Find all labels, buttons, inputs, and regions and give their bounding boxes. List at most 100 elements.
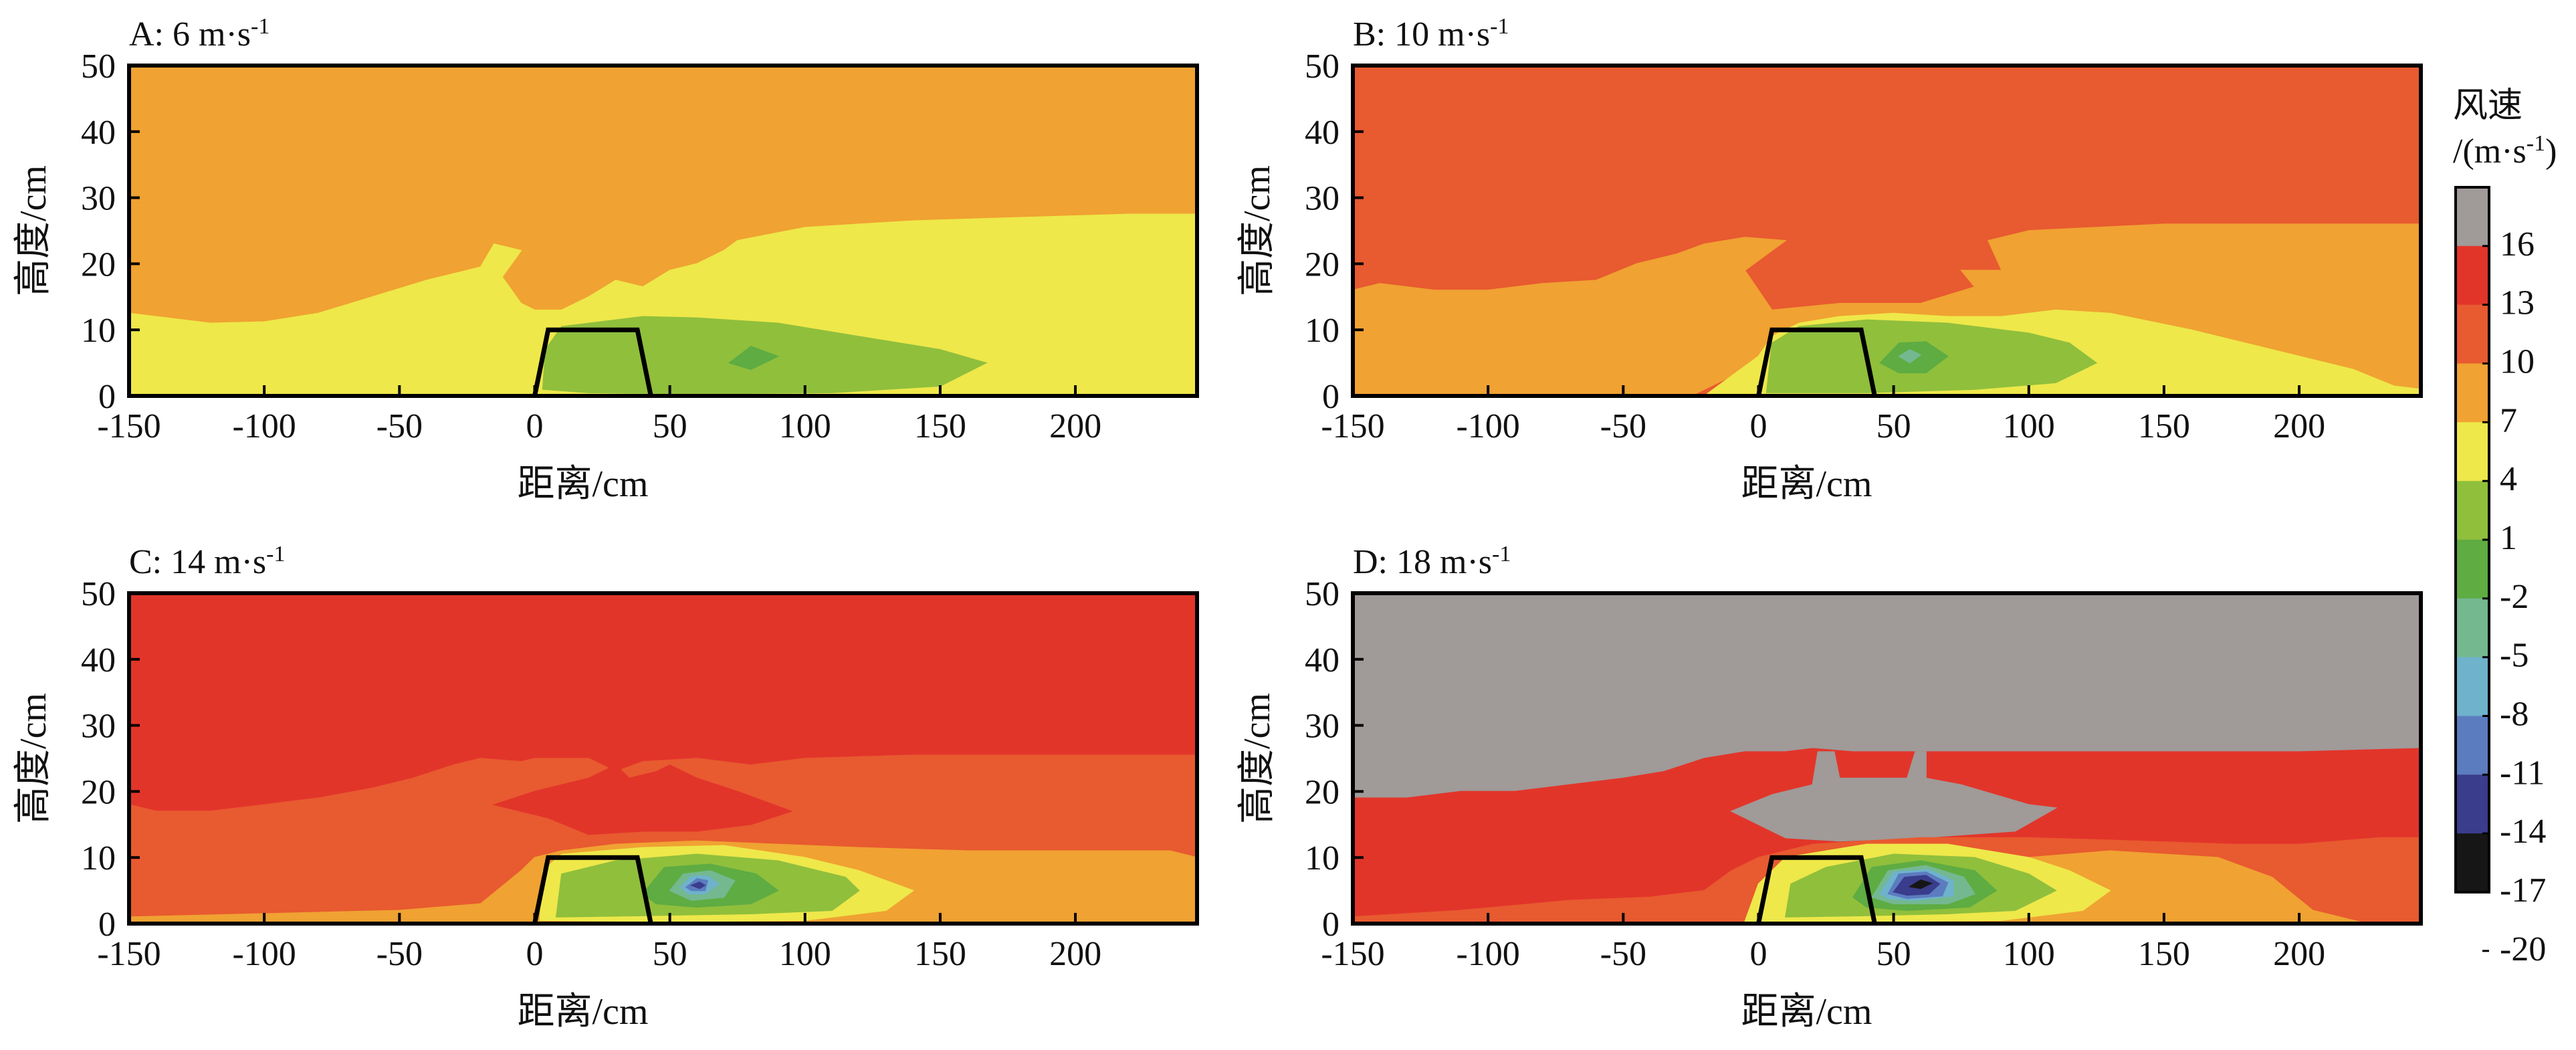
contour-region-C-1: [492, 764, 793, 835]
x-tick-label-C: 50: [653, 935, 687, 973]
x-tick-label-D: 50: [1876, 935, 1911, 973]
y-axis-label-B: 高度/cm: [1237, 165, 1278, 296]
y-tick-label-B: 30: [1305, 180, 1339, 218]
x-tick-label-D: 200: [2273, 935, 2325, 973]
colorbar-swatch-6: [2456, 481, 2489, 540]
x-tick-label-C: 100: [779, 935, 831, 973]
obstacle-outline-A: [532, 327, 653, 396]
colorbar-tick-label: -5: [2500, 637, 2529, 675]
x-tick-label-C: -150: [97, 935, 160, 973]
y-tick-label-A: 50: [81, 47, 116, 86]
y-tick-label-A: 10: [81, 312, 116, 350]
colorbar-swatch-0: [2456, 833, 2489, 893]
plot-area-A: [129, 66, 1197, 396]
x-tick-label-B: 50: [1876, 407, 1911, 445]
y-tick-label-A: 20: [81, 245, 116, 284]
x-tick-label-B: 0: [1749, 407, 1767, 445]
colorbar-tick-label: 13: [2500, 284, 2535, 322]
y-tick-label-D: 20: [1305, 773, 1339, 811]
y-tick-label-D: 0: [1322, 906, 1339, 944]
obstacle-outline-C: [532, 855, 653, 924]
contour-region-D-11: [1908, 879, 1933, 889]
y-axis-label-C: 高度/cm: [13, 693, 54, 824]
colorbar-tick-label: -20: [2500, 930, 2546, 968]
x-tick-label-B: 200: [2273, 407, 2325, 445]
x-tick-label-A: 0: [526, 407, 543, 445]
panel-title-B: B: 10 m·s-1: [1353, 14, 1509, 54]
x-tick-label-A: -100: [232, 407, 296, 445]
x-axis-label-C: 距离/cm: [518, 991, 649, 1033]
colorbar-tick-label: 16: [2500, 225, 2535, 264]
panel-C: -150 -100 -50 0 50 100 150 20001020304050距离/cm高…: [13, 542, 1199, 1033]
colorbar-swatch-1: [2456, 774, 2489, 834]
plot-area-B: [1353, 66, 2421, 396]
x-tick-label-B: -100: [1456, 407, 1519, 445]
colorbar-swatch-8: [2456, 363, 2489, 423]
colorbar-title: 风速: [2453, 87, 2523, 125]
x-tick-label-D: -100: [1456, 935, 1519, 973]
y-axis-label-D: 高度/cm: [1237, 693, 1278, 824]
x-tick-label-C: -50: [377, 935, 423, 973]
panel-B: -150 -100 -50 0 50 100 150 20001020304050距离/cm高…: [1237, 14, 2423, 505]
x-tick-label-A: -150: [97, 407, 160, 445]
colorbar-swatch-5: [2456, 540, 2489, 599]
colorbar: 风速 /(m·s-1) 16 13 10 7 4 1 -2 -5 -8 -11 -14 -17 -20: [2453, 87, 2557, 968]
colorbar-unit-close: ): [2545, 132, 2557, 171]
contour-region-C-9: [690, 881, 706, 889]
colorbar-tick-label: 4: [2500, 460, 2517, 498]
panel-title-A: A: 6 m·s-1: [129, 14, 270, 54]
x-tick-label-A: -50: [377, 407, 423, 445]
y-tick-label-A: 40: [81, 114, 116, 152]
x-tick-label-C: 0: [526, 935, 543, 973]
x-tick-label-C: 150: [914, 935, 966, 973]
panels-group: -150 -100 -50 0 50 100 150 20001020304050距离/cm高…: [13, 14, 2423, 1033]
x-tick-label-B: 100: [2003, 407, 2055, 445]
y-tick-label-B: 0: [1322, 378, 1339, 416]
panel-title-exp-B: -1: [1490, 14, 1509, 39]
x-tick-label-C: -100: [232, 935, 296, 973]
x-axis-label-B: 距离/cm: [1741, 463, 1872, 505]
colorbar-tick-label: -14: [2500, 813, 2546, 851]
colorbar-ticks: 16 13 10 7 4 1 -2 -5 -8 -11 -14 -17 -20: [2482, 225, 2546, 968]
axes-frame-D: [1351, 591, 2423, 926]
colorbar-unit-exp: -1: [2527, 131, 2545, 156]
contour-region-B-4: [1898, 348, 1922, 364]
colorbar-tick-label: 1: [2500, 519, 2517, 557]
x-tick-label-D: 150: [2138, 935, 2190, 973]
y-tick-label-D: 10: [1305, 839, 1339, 877]
y-tick-label-C: 50: [81, 575, 116, 613]
panel-title-text-C: C: 14 m·s: [129, 543, 266, 581]
colorbar-swatch-11: [2456, 187, 2489, 247]
y-tick-label-A: 30: [81, 180, 116, 218]
panel-title-text-A: A: 6 m·s: [129, 15, 251, 54]
y-tick-label-D: 50: [1305, 575, 1339, 613]
plot-area-D: [1353, 593, 2421, 924]
y-tick-label-D: 30: [1305, 708, 1339, 746]
y-tick-label-D: 40: [1305, 641, 1339, 679]
colorbar-tick-label: -2: [2500, 578, 2529, 616]
y-tick-label-B: 50: [1305, 47, 1339, 86]
colorbar-tick-label: -8: [2500, 696, 2529, 734]
colorbar-swatch-4: [2456, 598, 2489, 658]
contour-region-A-2: [728, 346, 780, 371]
x-tick-label-B: -50: [1600, 407, 1646, 445]
y-tick-label-B: 20: [1305, 245, 1339, 284]
y-tick-label-B: 40: [1305, 114, 1339, 152]
panel-title-text-B: B: 10 m·s: [1353, 15, 1490, 54]
obstacle-outline-D: [1756, 855, 1877, 924]
x-tick-label-A: 200: [1049, 407, 1101, 445]
y-axis-label-A: 高度/cm: [13, 165, 54, 296]
colorbar-unit-text: /(m·s: [2453, 132, 2527, 171]
colorbar-swatch-3: [2456, 657, 2489, 716]
x-tick-label-B: -150: [1321, 407, 1384, 445]
colorbar-tick-label: -17: [2500, 871, 2546, 910]
colorbar-tick-label: 10: [2500, 343, 2535, 381]
panel-A: -150 -100 -50 0 50 100 150 20001020304050距离/cm高…: [13, 14, 1199, 505]
colorbar-swatch-7: [2456, 422, 2489, 482]
panel-title-exp-D: -1: [1492, 542, 1511, 566]
axes-frame-B: [1351, 64, 2423, 398]
colorbar-swatch-10: [2456, 245, 2489, 306]
y-tick-label-C: 40: [81, 641, 116, 679]
axes-frame-A: [127, 64, 1199, 398]
colorbar-swatch-9: [2456, 304, 2489, 364]
